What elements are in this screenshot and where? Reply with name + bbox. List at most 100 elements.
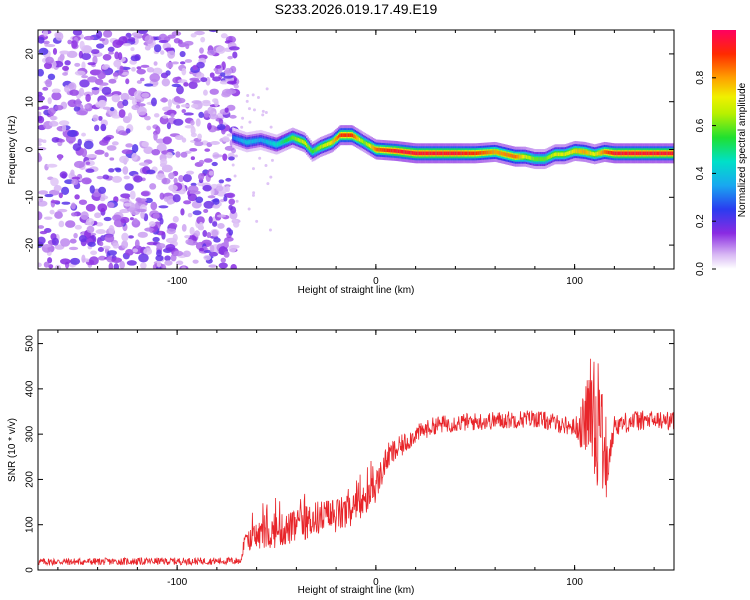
noise-blob	[176, 104, 181, 109]
noise-blob	[155, 125, 161, 135]
noise-blob	[181, 137, 187, 143]
ridge-segment	[541, 157, 543, 161]
noise-blob	[47, 97, 52, 105]
noise-blob	[97, 203, 108, 213]
noise-blob	[45, 78, 53, 88]
noise-blob	[123, 202, 132, 207]
ridge-segment	[269, 141, 272, 145]
noise-blob	[182, 250, 191, 258]
ridge-segment	[534, 157, 536, 161]
ridge-segment	[340, 133, 343, 137]
ridge-segment	[244, 140, 247, 144]
noise-blob	[208, 170, 214, 176]
noise-blob	[143, 247, 153, 256]
noise-blob	[125, 143, 133, 148]
noise-blob	[141, 141, 150, 148]
noise-blob	[217, 123, 226, 131]
noise-blob	[136, 68, 146, 75]
ridge-segment	[538, 157, 540, 161]
ridge-segment	[440, 151, 443, 156]
noise-blob	[187, 193, 197, 202]
noise-blob	[202, 230, 208, 238]
noise-blob	[50, 200, 61, 204]
noise-blob	[52, 47, 58, 55]
noise-blob	[206, 232, 212, 238]
noise-blob	[94, 149, 105, 155]
ridge-segment	[382, 148, 385, 152]
ridge-segment	[523, 154, 525, 159]
noise-blob	[167, 49, 176, 59]
noise-blob	[89, 185, 95, 194]
noise-blob	[251, 167, 255, 171]
noise-blob	[209, 72, 215, 78]
ridge-segment	[278, 141, 280, 146]
ridge-segment	[413, 151, 415, 155]
noise-blob	[207, 122, 212, 131]
noise-blob	[233, 174, 237, 178]
noise-blob	[160, 50, 165, 55]
spectrogram-ylabel: Frequency (Hz)	[7, 116, 18, 185]
ridge-segment	[438, 151, 440, 156]
noise-blob	[61, 201, 71, 205]
noise-blob	[183, 112, 194, 116]
ridge-segment	[279, 141, 282, 145]
noise-blob	[124, 183, 134, 191]
noise-blob	[160, 97, 169, 103]
noise-blob	[208, 264, 218, 268]
noise-blob	[145, 197, 153, 204]
ridge-segment	[400, 149, 403, 154]
noise-blob	[209, 88, 219, 95]
ridge-segment	[518, 154, 521, 159]
y-tick-label: 500	[25, 335, 36, 352]
ridge-segment	[235, 136, 237, 141]
noise-blob	[113, 59, 122, 68]
ridge-segment	[342, 133, 344, 137]
noise-blob	[201, 101, 211, 107]
ridge-segment	[307, 144, 310, 149]
ridge-segment	[332, 139, 335, 144]
noise-blob	[98, 255, 107, 261]
noise-blob	[92, 114, 99, 122]
noise-blob	[100, 123, 107, 132]
ridge-segment	[344, 133, 347, 137]
noise-blob	[266, 182, 270, 186]
ridge-segment	[539, 157, 542, 161]
ridge-segment	[439, 151, 442, 156]
ridge-segment	[299, 138, 301, 143]
noise-blob	[129, 217, 134, 221]
ridge-segment	[365, 141, 368, 146]
ridge-segment	[319, 145, 322, 149]
x-tick-label: 100	[566, 276, 583, 287]
noise-blob	[190, 120, 195, 126]
ridge-segment	[457, 151, 460, 156]
noise-blob	[218, 262, 228, 269]
noise-blob	[150, 97, 157, 107]
noise-blob	[59, 50, 70, 55]
ridge-segment	[603, 150, 606, 154]
noise-blob	[103, 136, 112, 141]
noise-blob	[39, 230, 48, 235]
noise-blob	[232, 51, 238, 59]
ridge-segment	[656, 151, 659, 156]
noise-blob	[121, 71, 130, 76]
noise-blob	[138, 253, 149, 263]
noise-blob	[185, 43, 190, 50]
noise-blob	[140, 64, 150, 68]
noise-blob	[38, 115, 45, 124]
noise-blob	[111, 141, 119, 146]
noise-blob	[194, 30, 205, 36]
noise-blob	[172, 194, 181, 203]
ridge-segment	[325, 142, 328, 147]
noise-blob	[38, 36, 45, 44]
noise-blob	[232, 221, 240, 228]
noise-blob	[184, 234, 190, 239]
ridge-segment	[664, 151, 667, 156]
noise-blob	[203, 208, 209, 214]
noise-blob	[115, 168, 122, 173]
ridge-segment	[471, 151, 474, 156]
noise-blob	[189, 147, 198, 152]
noise-blob	[76, 110, 88, 116]
noise-blob	[196, 61, 205, 69]
noise-blob	[210, 187, 215, 196]
noise-blob	[78, 235, 87, 243]
